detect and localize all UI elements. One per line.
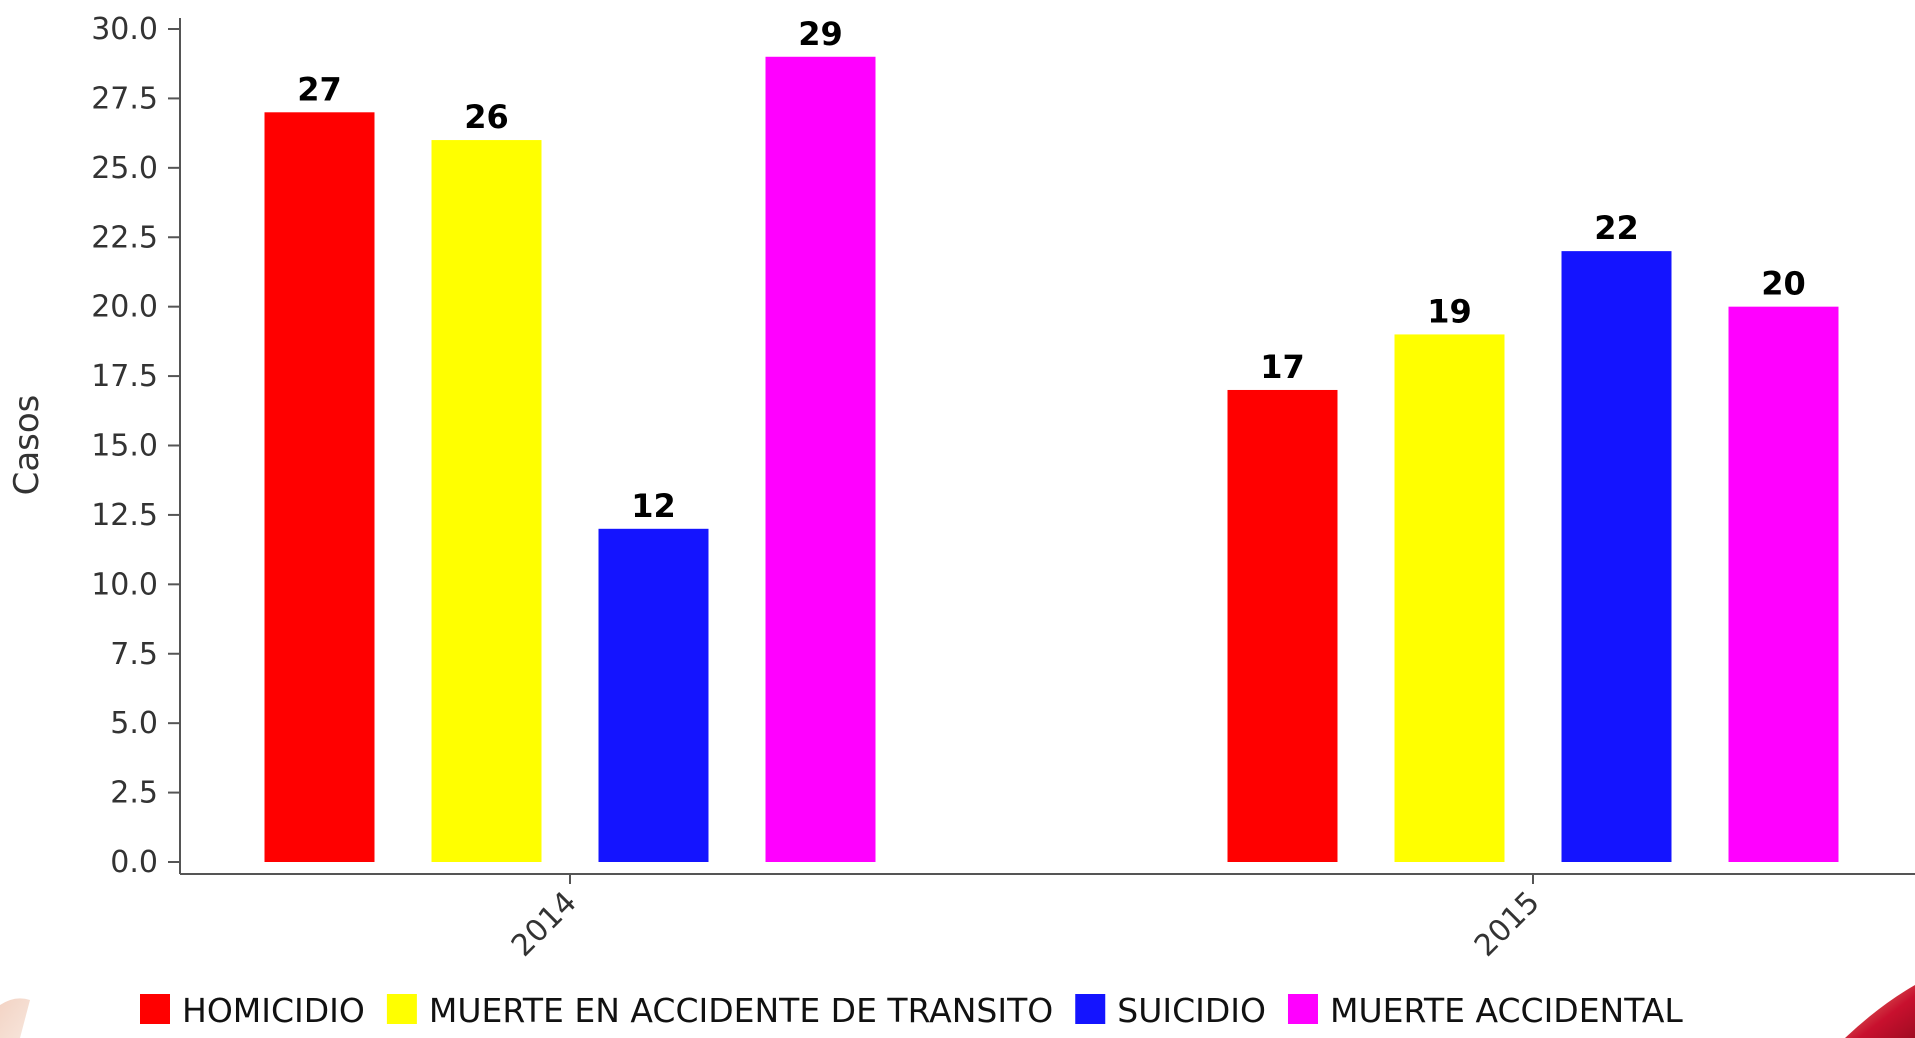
decorative-swoosh-left bbox=[0, 998, 30, 1038]
y-axis: 0.0 2.5 5.0 7.5 10.0 12.5 15.0 17.5 20.0 22.5 25.0… bbox=[91, 12, 181, 880]
bars bbox=[264, 56, 1839, 863]
bar-value-label: 26 bbox=[464, 98, 509, 136]
y-tick-label: 0.0 bbox=[110, 845, 158, 880]
y-tick-label: 27.5 bbox=[91, 81, 158, 116]
bar bbox=[765, 56, 876, 863]
legend-swatch bbox=[1075, 994, 1106, 1024]
y-tick-label: 5.0 bbox=[110, 706, 158, 741]
bar-value-label: 17 bbox=[1260, 348, 1305, 386]
bar-value-label: 27 bbox=[297, 70, 342, 108]
bar bbox=[598, 528, 709, 862]
y-tick-label: 2.5 bbox=[110, 776, 158, 811]
bar bbox=[431, 140, 542, 863]
bar bbox=[1728, 306, 1839, 863]
x-axis: 2014 2015 bbox=[180, 873, 1915, 964]
bar-value-label: 12 bbox=[631, 487, 676, 525]
legend-label: MUERTE ACCIDENTAL bbox=[1330, 991, 1683, 1030]
legend-label: MUERTE EN ACCIDENTE DE TRANSITO bbox=[429, 991, 1053, 1030]
y-tick-label: 7.5 bbox=[110, 637, 158, 672]
y-tick-label: 10.0 bbox=[91, 567, 158, 602]
bar-value-label: 20 bbox=[1761, 265, 1806, 303]
legend-label: HOMICIDIO bbox=[182, 991, 365, 1030]
legend-label: SUICIDIO bbox=[1117, 991, 1266, 1030]
legend: HOMICIDIO MUERTE EN ACCIDENTE DE TRANSITO… bbox=[140, 991, 1683, 1030]
y-tick-label: 22.5 bbox=[91, 220, 158, 255]
bar bbox=[1394, 334, 1505, 862]
bar-value-label: 22 bbox=[1594, 209, 1639, 247]
y-tick-label: 20.0 bbox=[91, 290, 158, 325]
y-tick-label: 12.5 bbox=[91, 498, 158, 533]
decorative-swoosh-right bbox=[1845, 985, 1915, 1038]
value-labels: 27 26 12 29 17 19 22 20 bbox=[297, 15, 1806, 525]
bar bbox=[1561, 251, 1672, 863]
y-axis-label: Casos bbox=[7, 395, 47, 496]
bar bbox=[264, 112, 375, 863]
bar-value-label: 19 bbox=[1427, 292, 1472, 330]
legend-swatch bbox=[1287, 994, 1318, 1024]
legend-swatch bbox=[386, 994, 417, 1024]
y-tick-label: 25.0 bbox=[91, 151, 158, 186]
bar bbox=[1227, 389, 1338, 862]
y-tick-label: 17.5 bbox=[91, 359, 158, 394]
x-tick-label: 2014 bbox=[505, 885, 584, 964]
x-tick-label: 2015 bbox=[1468, 885, 1547, 964]
y-tick-label: 15.0 bbox=[91, 429, 158, 464]
y-tick-label: 30.0 bbox=[91, 12, 158, 47]
legend-swatch bbox=[140, 994, 170, 1024]
bar-value-label: 29 bbox=[798, 15, 843, 53]
